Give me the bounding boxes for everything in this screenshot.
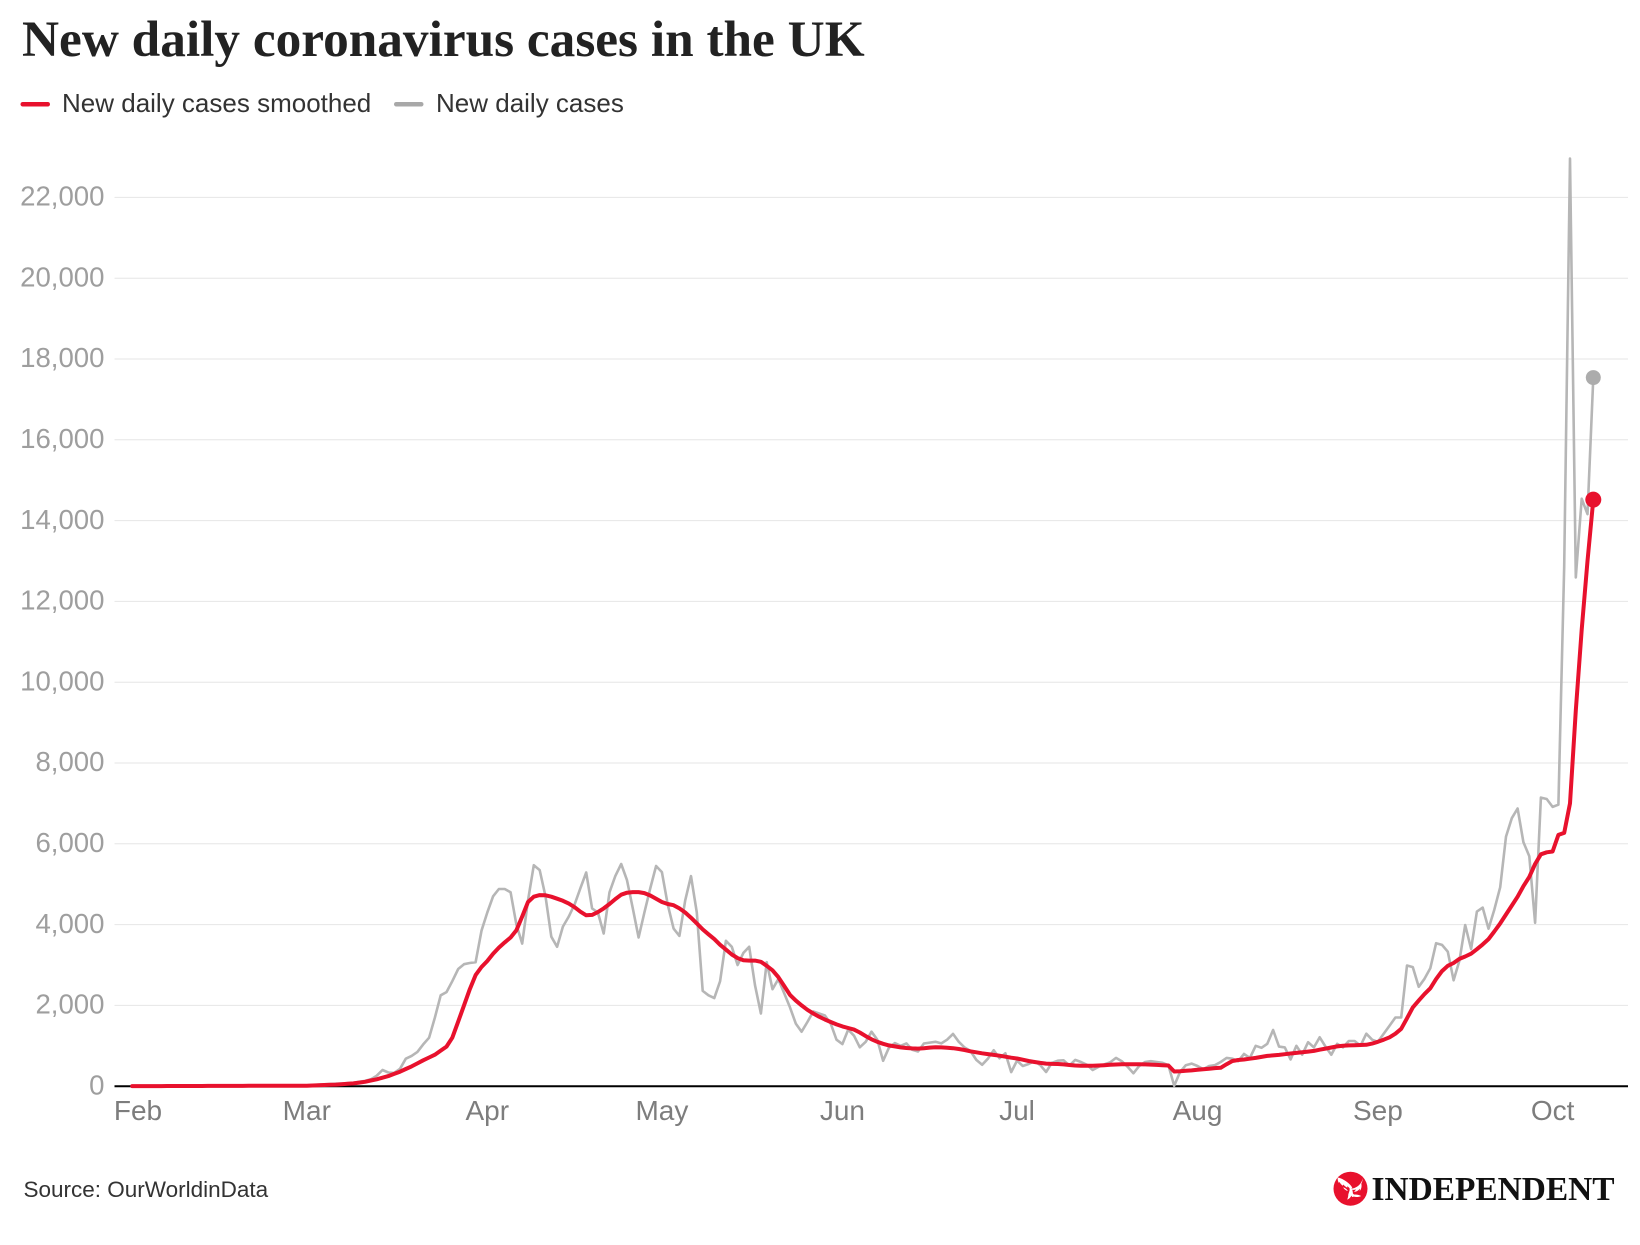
svg-text:6,000: 6,000 xyxy=(35,827,104,858)
svg-text:New daily coronavirus cases in: New daily coronavirus cases in the UK xyxy=(22,11,865,68)
svg-text:Source: OurWorldinData: Source: OurWorldinData xyxy=(24,1177,269,1202)
svg-text:16,000: 16,000 xyxy=(20,423,104,454)
svg-text:Feb: Feb xyxy=(114,1095,162,1126)
svg-text:8,000: 8,000 xyxy=(35,746,104,777)
svg-text:Jun: Jun xyxy=(820,1095,865,1126)
svg-text:Aug: Aug xyxy=(1173,1095,1223,1126)
svg-text:14,000: 14,000 xyxy=(20,504,104,535)
svg-text:Oct: Oct xyxy=(1531,1095,1575,1126)
svg-text:20,000: 20,000 xyxy=(20,261,104,292)
svg-text:Jul: Jul xyxy=(999,1095,1035,1126)
svg-text:2,000: 2,000 xyxy=(35,989,104,1020)
svg-text:Mar: Mar xyxy=(283,1095,331,1126)
svg-text:0: 0 xyxy=(89,1069,104,1100)
svg-text:18,000: 18,000 xyxy=(20,342,104,373)
svg-text:INDEPENDENT: INDEPENDENT xyxy=(1372,1171,1615,1208)
svg-text:New daily cases: New daily cases xyxy=(436,88,624,118)
svg-text:New daily cases smoothed: New daily cases smoothed xyxy=(62,88,371,118)
svg-text:Apr: Apr xyxy=(466,1095,510,1126)
svg-text:10,000: 10,000 xyxy=(20,665,104,696)
svg-text:Sep: Sep xyxy=(1353,1095,1403,1126)
svg-text:12,000: 12,000 xyxy=(20,585,104,616)
svg-text:22,000: 22,000 xyxy=(20,181,104,212)
svg-text:May: May xyxy=(635,1095,688,1126)
svg-text:4,000: 4,000 xyxy=(35,908,104,939)
